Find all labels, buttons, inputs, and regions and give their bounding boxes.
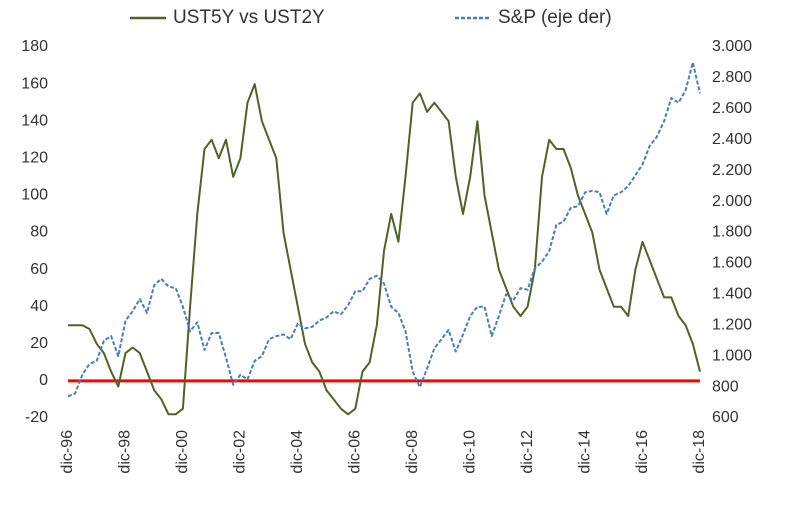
y-tick-label: -20 [25, 409, 48, 426]
x-tick-label: dic-06 [346, 430, 363, 474]
y2-tick-label: 800 [712, 378, 739, 395]
x-tick-label: dic-02 [232, 430, 249, 474]
y2-tick-label: 1.600 [712, 255, 752, 272]
series-line [68, 83, 701, 416]
y2-tick-label: 1.200 [712, 316, 752, 333]
y-tick-label: 180 [21, 38, 48, 55]
y2-tick-label: 2.200 [712, 162, 752, 179]
y2-tick-label: 2.000 [712, 193, 752, 210]
y-tick-label: 160 [21, 75, 48, 92]
x-tick-label: dic-96 [59, 430, 76, 474]
legend-label: UST5Y vs UST2Y [173, 7, 325, 28]
y-tick-label: 40 [30, 298, 48, 315]
y2-tick-label: 2.800 [712, 69, 752, 86]
x-tick-label: dic-04 [289, 430, 306, 474]
x-tick-label: dic-00 [174, 430, 191, 474]
x-tick-label: dic-16 [634, 430, 651, 474]
y-tick-label: 0 [39, 372, 48, 389]
y-tick-label: 120 [21, 150, 48, 167]
y-tick-label: 100 [21, 187, 48, 204]
x-tick-label: dic-18 [691, 430, 708, 474]
y2-tick-label: 1.400 [712, 286, 752, 303]
x-tick-label: dic-08 [404, 430, 421, 474]
y2-tick-label: 3.000 [712, 38, 752, 55]
x-tick-label: dic-14 [576, 430, 593, 474]
x-tick-label: dic-98 [117, 430, 134, 474]
y-tick-label: 60 [30, 261, 48, 278]
y2-tick-label: 2.600 [712, 100, 752, 117]
y-tick-label: 80 [30, 224, 48, 241]
x-tick-label: dic-10 [461, 430, 478, 474]
y2-tick-label: 1.800 [712, 224, 752, 241]
y2-tick-label: 600 [712, 409, 739, 426]
x-tick-label: dic-12 [519, 430, 536, 474]
y2-tick-label: 1.000 [712, 347, 752, 364]
y2-tick-label: 2.400 [712, 131, 752, 148]
series-line [67, 61, 701, 398]
y-tick-label: 140 [21, 112, 48, 129]
legend-label: S&P (eje der) [498, 7, 612, 28]
y-tick-label: 20 [30, 335, 48, 352]
